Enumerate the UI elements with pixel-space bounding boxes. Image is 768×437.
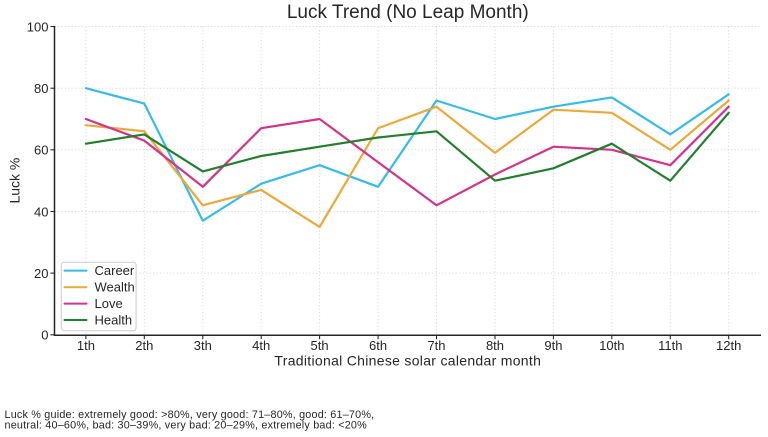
svg-text:Career: Career: [95, 263, 135, 278]
svg-text:20: 20: [34, 266, 48, 281]
svg-text:Luck % guide: extremely good:: Luck % guide: extremely good: >80%, very…: [5, 409, 375, 421]
svg-text:4th: 4th: [252, 338, 270, 353]
svg-text:11th: 11th: [658, 338, 682, 353]
svg-text:3th: 3th: [194, 338, 212, 353]
svg-text:neutral: 40–60%, bad: 30–39%,: neutral: 40–60%, bad: 30–39%, very bad: …: [5, 420, 368, 432]
svg-text:60: 60: [34, 143, 48, 158]
svg-text:9th: 9th: [544, 338, 562, 353]
svg-text:8th: 8th: [486, 338, 504, 353]
svg-text:7th: 7th: [427, 338, 445, 353]
svg-text:100: 100: [27, 19, 49, 34]
svg-text:Luck %: Luck %: [7, 158, 23, 204]
svg-text:80: 80: [34, 81, 48, 96]
svg-text:5th: 5th: [311, 338, 329, 353]
svg-text:6th: 6th: [369, 338, 387, 353]
svg-text:Traditional Chinese solar cale: Traditional Chinese solar calendar month: [274, 353, 541, 369]
svg-text:Love: Love: [95, 296, 123, 311]
svg-text:12th: 12th: [716, 338, 741, 353]
svg-text:10th: 10th: [599, 338, 624, 353]
svg-text:Health: Health: [95, 313, 133, 328]
svg-text:2th: 2th: [135, 338, 153, 353]
svg-text:Wealth: Wealth: [95, 280, 135, 295]
svg-text:40: 40: [34, 204, 48, 219]
svg-text:1th: 1th: [77, 338, 95, 353]
svg-text:Luck Trend (No Leap Month): Luck Trend (No Leap Month): [287, 2, 529, 23]
svg-text:0: 0: [41, 328, 48, 343]
